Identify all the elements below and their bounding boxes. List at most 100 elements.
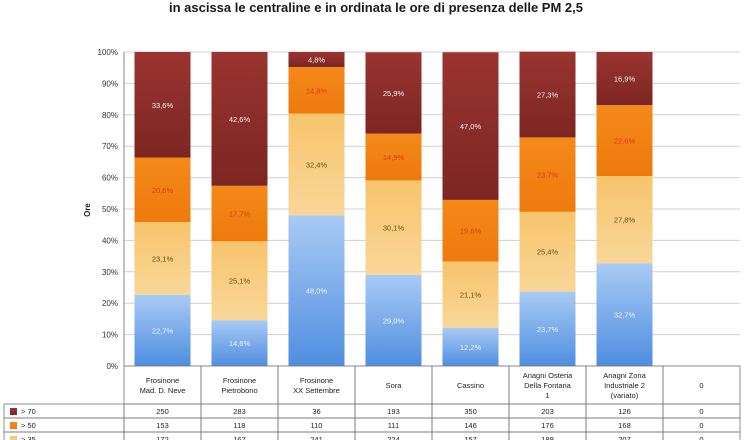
data-label-gt70: 42,6% (229, 115, 251, 124)
table-cell-value: 126 (618, 407, 631, 416)
legend-label: > 35 (21, 435, 36, 440)
y-axis-label: Ore (83, 203, 92, 217)
y-tick-label: 0% (106, 362, 118, 371)
table-cell-value: 250 (156, 407, 169, 416)
category-label: 1 (545, 391, 549, 400)
bar-segment-lt35 (442, 327, 499, 366)
category-label: 0 (699, 381, 703, 390)
table-cell-value: 168 (618, 421, 631, 430)
y-tick-label: 10% (102, 331, 118, 340)
data-label-gt50: 19,6% (460, 227, 482, 236)
legend-swatch-gt35 (10, 436, 17, 440)
data-label-gt50: 14,8% (306, 86, 328, 95)
bar-segment-gt35 (134, 222, 191, 295)
table-cell-value: 110 (311, 421, 323, 430)
data-label-gt70: 25,9% (383, 89, 405, 98)
category-label: Frosinone (146, 376, 179, 385)
y-tick-label: 90% (102, 79, 118, 88)
table-cell (662, 431, 741, 440)
bar-segment-gt50 (365, 133, 422, 181)
data-label-gt50: 23,7% (537, 171, 559, 180)
table-cell-value: 36 (312, 407, 320, 416)
table-cell-value: 0 (699, 407, 703, 416)
category-label: (variato) (611, 391, 639, 400)
data-label-lt35: 32,7% (614, 311, 636, 320)
bar-segment-gt35 (442, 261, 499, 328)
bar-segment-gt70 (288, 52, 345, 68)
data-label-gt50: 20,6% (152, 186, 174, 195)
data-label-gt50: 22,6% (614, 137, 636, 146)
y-tick-label: 60% (102, 174, 118, 183)
category-label: Industriale 2 (604, 381, 645, 390)
bar-segment-gt70 (365, 52, 422, 134)
bar-segment-gt70 (442, 52, 499, 200)
legend-label: > 50 (21, 421, 36, 430)
bar-segment-gt35 (365, 180, 422, 275)
category-label: Mad. D. Neve (140, 386, 186, 395)
bar-segment-lt35 (519, 291, 576, 366)
chart-title: in ascissa le centraline e in ordinata l… (168, 0, 583, 15)
table-cell-value: 0 (699, 421, 703, 430)
legend-swatch-gt70 (10, 408, 17, 415)
data-label-gt70: 33,6% (152, 101, 174, 110)
table-cell-value: 153 (156, 421, 169, 430)
bar-segment-lt35 (288, 215, 345, 366)
category-label: Frosinone (223, 376, 256, 385)
table-cell-value: 241 (310, 435, 323, 440)
data-label-gt35: 32,4% (306, 160, 328, 169)
data-label-gt35: 30,1% (383, 224, 405, 233)
y-tick-label: 50% (102, 205, 118, 214)
bar-segment-gt50 (211, 185, 268, 242)
table-cell-value: 207 (618, 435, 631, 440)
category-label: Sora (386, 381, 403, 390)
table-cell-value: 146 (464, 421, 477, 430)
data-label-gt35: 25,4% (537, 248, 559, 257)
legend-label: > 70 (21, 407, 36, 416)
table-cell-value: 118 (234, 421, 246, 430)
data-label-lt35: 12,2% (460, 343, 482, 352)
bar-segment-gt50 (134, 157, 191, 223)
bar-segment-gt50 (596, 105, 653, 177)
y-tick-label: 20% (102, 299, 118, 308)
table-cell-value: 111 (388, 421, 399, 430)
data-label-lt35: 22,7% (152, 326, 174, 335)
table-header-cell (277, 365, 356, 405)
data-label-gt70: 47,0% (460, 122, 482, 131)
bar-segment-gt50 (442, 199, 499, 262)
data-label-gt35: 21,1% (460, 291, 482, 300)
bar-segment-lt35 (211, 320, 268, 366)
table-cell-value: 0 (699, 435, 703, 440)
y-tick-label: 30% (102, 268, 118, 277)
table-header-cell (123, 365, 202, 405)
data-label-lt35: 48,0% (306, 287, 328, 296)
table-cell-value: 283 (233, 407, 246, 416)
data-label-lt35: 23,7% (537, 325, 559, 334)
category-label: Cassino (457, 381, 484, 390)
category-label: Anagni Zona (603, 371, 646, 380)
y-tick-label: 70% (102, 142, 118, 151)
table-cell-value: 193 (387, 407, 400, 416)
data-label-gt35: 23,1% (152, 254, 174, 263)
data-label-gt50: 17,7% (229, 210, 251, 219)
bar-segment-gt35 (519, 211, 576, 292)
data-label-lt35: 29,0% (383, 316, 405, 325)
table-cell-value: 157 (464, 435, 477, 440)
data-label-gt35: 27,8% (614, 216, 636, 225)
data-label-gt35: 25,1% (229, 277, 251, 286)
bar-segment-gt70 (211, 52, 268, 186)
bar-segment-gt35 (211, 241, 268, 321)
bar-segment-gt70 (519, 51, 576, 138)
category-label: Frosinone (300, 376, 333, 385)
table-cell-value: 167 (233, 435, 246, 440)
bar-segment-lt35 (596, 263, 653, 366)
category-label: Della Fontana (524, 381, 572, 390)
table-cell-value: 189 (541, 435, 554, 440)
bar-segment-gt50 (519, 137, 576, 212)
category-label: XX Settembre (293, 386, 340, 395)
table-header-cell (200, 365, 279, 405)
category-label: Pietrobono (221, 386, 257, 395)
table-cell-value: 203 (541, 407, 554, 416)
table-cell-value: 172 (156, 435, 169, 440)
bar-segment-gt35 (596, 176, 653, 264)
table-cell-value: 224 (387, 435, 400, 440)
